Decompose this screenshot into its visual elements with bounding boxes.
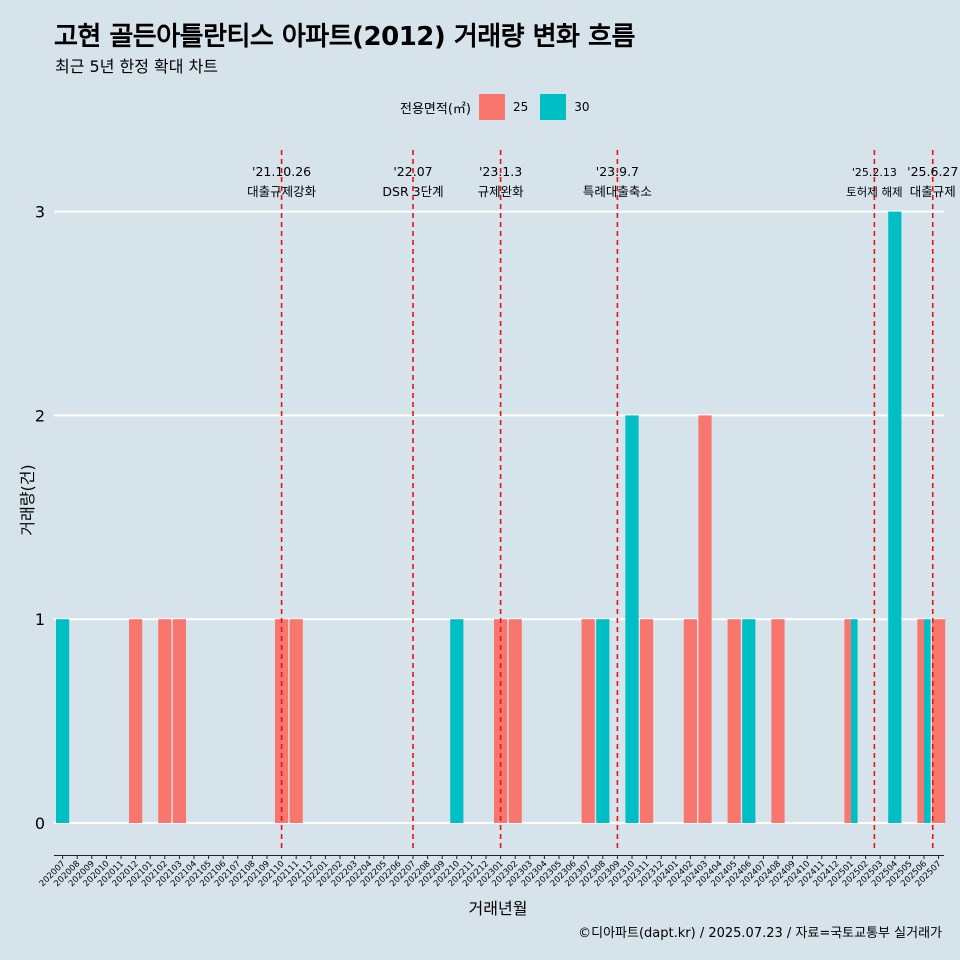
- chart-title: 고현 골든아틀란티스 아파트(2012) 거래량 변화 흐름: [54, 22, 635, 52]
- event-label: 대출규제강화: [247, 184, 317, 199]
- bar: [683, 619, 697, 823]
- x-axis-title: 거래년월: [469, 899, 528, 918]
- chart-subtitle: 최근 5년 한정 확대 차트: [55, 57, 219, 76]
- bar: [289, 619, 303, 823]
- event-date: '23.1.3: [479, 164, 522, 179]
- bar: [158, 619, 172, 823]
- legend-label-30: 30: [574, 100, 590, 114]
- bar: [640, 619, 654, 823]
- legend: 전용면적(㎡) 25 30: [400, 93, 602, 121]
- bar: [450, 619, 464, 823]
- bar: [56, 619, 70, 823]
- event-date: '25.6.27: [907, 164, 958, 179]
- event-label: DSR 3단계: [382, 184, 443, 199]
- y-tick-label: 0: [35, 814, 45, 833]
- legend-label-25: 25: [512, 100, 529, 114]
- bar: [917, 619, 924, 823]
- bar: [172, 619, 186, 823]
- bar: [924, 619, 931, 823]
- y-tick-label: 3: [35, 203, 45, 222]
- bar: [508, 619, 522, 823]
- y-tick-label: 2: [35, 406, 45, 425]
- bar: [129, 619, 143, 823]
- legend-key-30: [540, 94, 567, 120]
- event-label: 토허제 해제: [846, 185, 903, 199]
- event-label: 특례대출축소: [583, 184, 652, 199]
- bar: [888, 211, 902, 824]
- bar: [932, 619, 946, 823]
- event-label: 규제완화: [478, 184, 525, 199]
- bar: [625, 415, 639, 823]
- bar: [771, 619, 785, 823]
- bar: [727, 619, 741, 823]
- legend-title: 전용면적(㎡): [400, 101, 471, 117]
- event-label: 대출규제: [910, 184, 956, 199]
- event-date: '23.9.7: [596, 164, 639, 179]
- bar: [698, 415, 712, 823]
- event-layer: '21.10.26 대출규제강화 '22.07 DSR 3단계 '23.1.3 규제완화 '…: [247, 150, 958, 852]
- bar: [596, 619, 610, 823]
- legend-key-25: [478, 94, 505, 120]
- bar: [742, 619, 756, 823]
- event-date: '21.10.26: [252, 164, 311, 179]
- bar: [851, 619, 858, 823]
- bar: [581, 619, 595, 823]
- y-axis-title: 거래량(건): [18, 464, 37, 535]
- bar-layer: [56, 211, 946, 824]
- y-tick-label: 1: [35, 610, 45, 629]
- bar: [844, 619, 851, 823]
- source-caption: ©디아파트(dapt.kr) / 2025.07.23 / 자료=국토교통부 실…: [578, 926, 942, 941]
- event-date: '22.07: [393, 164, 432, 179]
- event-date: '25.2.13: [852, 166, 897, 179]
